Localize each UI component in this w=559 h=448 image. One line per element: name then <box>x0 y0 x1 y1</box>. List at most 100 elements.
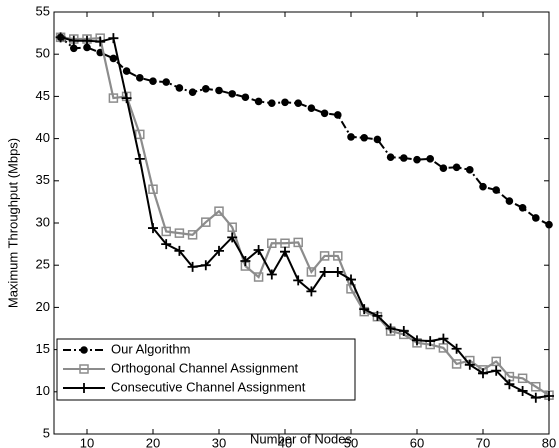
marker <box>412 335 422 346</box>
marker <box>215 86 223 95</box>
legend: Our Algorithm Orthogonal Channel Assignme… <box>56 338 356 401</box>
marker <box>148 184 158 194</box>
legend-label: Our Algorithm <box>111 341 190 356</box>
y-tick-label: 50 <box>36 46 50 61</box>
marker <box>451 343 462 354</box>
marker <box>307 104 316 113</box>
x-tick-label: 30 <box>212 435 226 448</box>
y-tick-label: 25 <box>36 257 50 272</box>
marker <box>174 228 185 238</box>
marker <box>83 43 91 52</box>
marker <box>452 163 461 172</box>
marker <box>136 74 144 82</box>
marker <box>518 204 527 212</box>
marker <box>517 385 528 396</box>
marker <box>122 67 131 75</box>
marker <box>491 365 502 376</box>
x-axis-label: Number of Nodes <box>250 431 352 446</box>
legend-label: Orthogonal Channel Assignment <box>111 360 299 375</box>
x-tick-label: 70 <box>476 435 490 448</box>
marker <box>228 90 236 98</box>
y-axis-label: Maximum Throughput (Mbps) <box>5 138 20 308</box>
marker <box>332 266 343 277</box>
marker <box>200 260 211 271</box>
marker <box>544 391 554 402</box>
marker <box>492 186 501 194</box>
marker <box>214 245 224 256</box>
marker <box>281 98 289 107</box>
marker <box>333 251 343 261</box>
marker <box>109 54 118 63</box>
marker <box>426 155 435 163</box>
marker <box>201 217 211 227</box>
marker <box>174 245 185 256</box>
marker <box>531 381 541 392</box>
marker <box>425 336 436 347</box>
marker <box>148 223 158 234</box>
x-tick-label: 50 <box>344 435 358 448</box>
marker <box>413 155 421 164</box>
marker <box>491 356 501 367</box>
x-tick-label: 80 <box>542 435 556 448</box>
marker <box>532 214 540 222</box>
marker <box>121 93 132 104</box>
marker <box>398 326 409 337</box>
marker <box>70 44 78 53</box>
marker <box>68 35 79 46</box>
marker <box>504 379 515 390</box>
marker <box>438 343 449 353</box>
marker <box>359 304 370 315</box>
marker <box>306 286 317 297</box>
legend-marker <box>79 383 89 393</box>
marker <box>280 246 290 257</box>
marker <box>334 111 342 119</box>
marker <box>319 251 330 261</box>
marker <box>372 310 383 321</box>
marker <box>253 272 264 282</box>
legend-marker <box>79 364 89 374</box>
y-tick-label: 20 <box>36 299 50 314</box>
marker <box>161 226 171 237</box>
marker <box>187 230 198 240</box>
marker <box>517 373 528 384</box>
marker <box>293 275 304 286</box>
y-tick-label: 10 <box>36 383 50 398</box>
marker <box>188 88 197 96</box>
marker <box>386 153 395 161</box>
marker <box>466 166 474 174</box>
legend-label: Consecutive Channel Assignment <box>111 379 306 394</box>
marker <box>108 33 119 44</box>
marker <box>55 32 66 43</box>
marker <box>347 133 355 141</box>
marker <box>108 93 119 103</box>
marker <box>306 267 317 277</box>
marker <box>293 237 303 248</box>
marker <box>134 153 145 164</box>
marker <box>464 359 475 370</box>
marker <box>135 129 145 140</box>
marker <box>214 206 224 216</box>
marker <box>268 99 276 107</box>
marker <box>530 392 541 403</box>
marker <box>438 333 449 344</box>
y-tick-label: 45 <box>36 88 50 103</box>
marker <box>162 78 170 86</box>
marker <box>385 323 396 334</box>
marker <box>227 232 238 243</box>
marker <box>360 133 369 142</box>
marker <box>400 154 408 162</box>
marker <box>161 239 172 250</box>
x-tick-label: 40 <box>278 435 292 448</box>
marker <box>320 109 329 118</box>
marker <box>266 269 277 280</box>
marker <box>202 85 210 93</box>
marker <box>187 261 198 272</box>
y-tick-label: 30 <box>36 214 50 229</box>
x-tick-label: 60 <box>410 435 424 448</box>
marker <box>439 164 448 172</box>
x-tick-label: 10 <box>80 435 94 448</box>
marker <box>294 99 303 107</box>
marker <box>82 35 92 46</box>
x-tick-label: 20 <box>146 435 160 448</box>
